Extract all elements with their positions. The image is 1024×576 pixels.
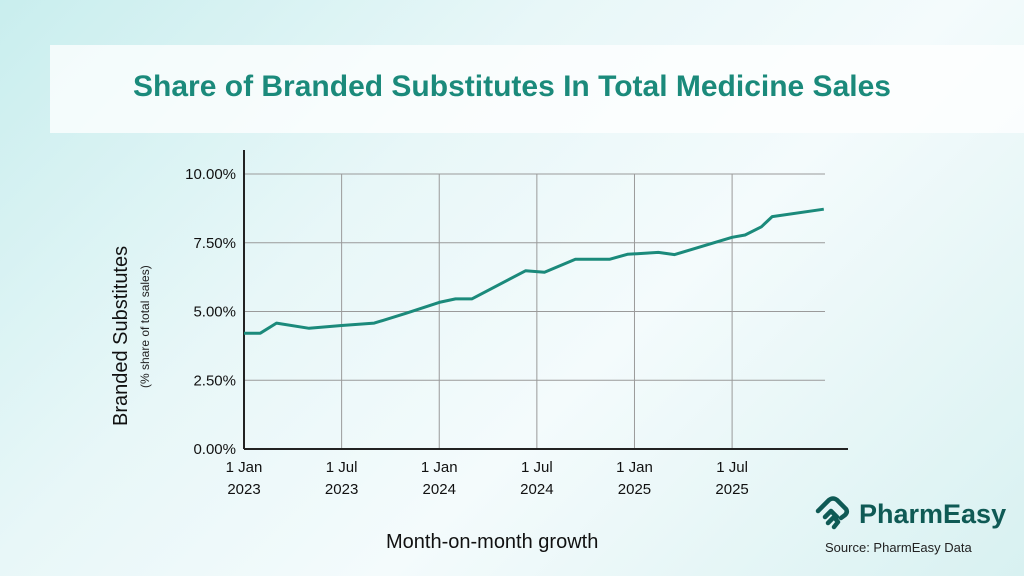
y-tick-label: 10.00% <box>185 166 236 183</box>
x-tick-label: 1 Jan <box>421 459 458 476</box>
y-tick-label: 7.50% <box>193 235 236 252</box>
x-tick-label: 1 Jul <box>716 459 748 476</box>
x-tick-year: 2023 <box>227 481 260 498</box>
title-band <box>50 45 1024 133</box>
pharmeasy-logo-icon <box>815 496 850 530</box>
chart-title: Share of Branded Substitutes In Total Me… <box>133 70 891 103</box>
series-line <box>244 207 825 335</box>
x-tick-year: 2024 <box>423 481 456 498</box>
x-tick-label: 1 Jan <box>226 459 263 476</box>
x-tick-label: 1 Jul <box>326 459 358 476</box>
x-tick-year: 2023 <box>325 481 358 498</box>
y-axis-sublabel: (% share of total sales) <box>138 265 152 388</box>
x-axis-label: Month-on-month growth <box>386 531 599 553</box>
pharmeasy-logo: PharmEasy <box>815 496 1006 532</box>
x-tick-year: 2025 <box>715 481 748 498</box>
x-tick-year: 2025 <box>618 481 651 498</box>
y-tick-label: 5.00% <box>193 304 236 321</box>
x-tick-label: 1 Jul <box>521 459 553 476</box>
source-note: Source: PharmEasy Data <box>825 540 972 555</box>
brand-name: PharmEasy <box>859 498 1007 529</box>
x-tick-label: 1 Jan <box>616 459 653 476</box>
y-tick-label: 0.00% <box>193 441 236 458</box>
y-tick-label: 2.50% <box>193 372 236 389</box>
x-tick-year: 2024 <box>520 481 553 498</box>
y-axis-label: Branded Substitutes <box>110 245 132 426</box>
